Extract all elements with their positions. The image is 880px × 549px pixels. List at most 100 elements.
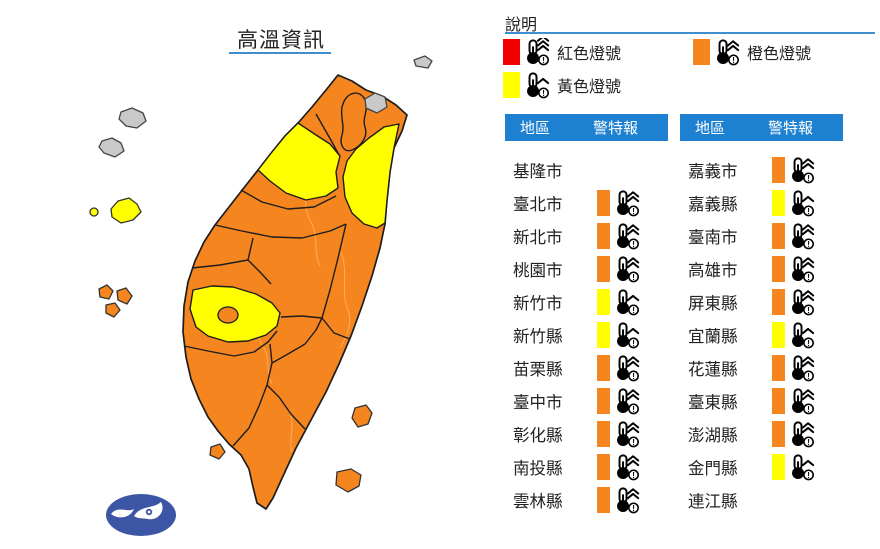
table-row: 苗栗縣 ! [505, 351, 668, 384]
table-row: 嘉義縣 ! [680, 186, 843, 219]
svg-text:!: ! [632, 273, 635, 282]
legend-item-label: 橙色燈號 [747, 46, 812, 63]
region-name: 新北市 [513, 228, 563, 247]
region-name: 屏東縣 [688, 294, 738, 313]
region-name: 花蓮縣 [688, 360, 738, 379]
warning-color-swatch [772, 387, 785, 414]
table-row: 花蓮縣 ! [680, 351, 843, 384]
svg-text:!: ! [632, 405, 635, 414]
region-name: 高雄市 [688, 261, 738, 280]
table-row: 臺南市 ! [680, 219, 843, 252]
svg-text:!: ! [807, 372, 810, 381]
table-row: 基隆市 [505, 153, 668, 186]
region-name: 雲林縣 [513, 492, 563, 511]
map-region-keelung-islet[interactable] [413, 55, 433, 69]
svg-text:!: ! [807, 306, 810, 315]
taiwan-map [89, 55, 433, 536]
region-name: 嘉義市 [688, 162, 738, 181]
warning-color-swatch [503, 72, 520, 98]
table-row: 金門縣 ! [680, 450, 843, 483]
svg-text:!: ! [807, 207, 810, 216]
warning-color-swatch [597, 321, 610, 348]
heat-warning-icon: ! [788, 156, 816, 184]
svg-text:!: ! [632, 372, 635, 381]
table-row: 高雄市 ! [680, 252, 843, 285]
warning-color-swatch [597, 354, 610, 381]
map-region-keelung[interactable] [364, 92, 388, 114]
warning-color-swatch [772, 222, 785, 249]
table-row: 嘉義市 ! [680, 153, 843, 186]
svg-text:!: ! [807, 405, 810, 414]
map-region-yilan[interactable] [342, 123, 400, 229]
cwb-logo [106, 494, 176, 536]
table-row: 新北市 ! [505, 219, 668, 252]
map-region-penghu[interactable] [98, 284, 133, 318]
region-name: 新竹縣 [513, 327, 563, 346]
svg-text:!: ! [632, 240, 635, 249]
map-region-green-island[interactable] [351, 404, 373, 428]
legend-item-label: 紅色燈號 [557, 46, 622, 63]
table-header: 地區 警特報 [505, 114, 668, 141]
table-row: 臺中市 ! [505, 384, 668, 417]
heat-warning-icon: ! [613, 255, 641, 283]
heat-warning-icon: ! [788, 288, 816, 316]
heat-warning-icon: ! [788, 453, 816, 481]
legend-heading: 說明 [505, 17, 538, 34]
warning-color-swatch [597, 189, 610, 216]
legend-item-label: 黃色燈號 [557, 79, 622, 96]
heat-warning-icon: ! [788, 420, 816, 448]
table-row: 雲林縣 ! [505, 483, 668, 516]
region-name: 基隆市 [513, 162, 563, 181]
warning-color-swatch [772, 321, 785, 348]
region-name: 桃園市 [513, 261, 563, 280]
heat-warning-icon: ! [613, 420, 641, 448]
map-region-chiayi-city[interactable] [217, 306, 239, 324]
table-row: 桃園市 ! [505, 252, 668, 285]
warning-color-swatch [597, 387, 610, 414]
table-row: 臺北市 ! [505, 186, 668, 219]
svg-text:!: ! [807, 339, 810, 348]
region-name: 宜蘭縣 [688, 327, 738, 346]
warning-color-swatch [693, 39, 710, 65]
heat-warning-icon: ! [788, 189, 816, 217]
region-name: 南投縣 [513, 459, 563, 478]
region-table-left: 地區 警特報 基隆市 臺北市 ! 新北市 ! [505, 114, 668, 516]
map-region-hsinchu[interactable] [257, 122, 341, 201]
table-row: 連江縣 [680, 483, 843, 516]
heat-warning-icon: ! [613, 387, 641, 415]
svg-text:!: ! [807, 438, 810, 447]
map-region-lamay-island[interactable] [209, 443, 226, 460]
table-row: 臺東縣 ! [680, 384, 843, 417]
legend-item-orange: ! 橙色燈號 [693, 38, 811, 66]
title-underline [229, 52, 331, 54]
region-table-right: 地區 警特報 嘉義市 ! 嘉義縣 ! 臺南市 [680, 114, 843, 516]
region-name: 連江縣 [688, 492, 738, 511]
legend-item-red: ! 紅色燈號 [503, 38, 621, 66]
warning-color-swatch [503, 39, 520, 65]
svg-text:!: ! [542, 89, 545, 98]
header-region: 地區 [695, 120, 726, 137]
heat-warning-icon: ! [613, 453, 641, 481]
warning-color-swatch [772, 189, 785, 216]
header-warning: 警特報 [593, 120, 639, 137]
table-row: 宜蘭縣 ! [680, 318, 843, 351]
map-region-kinmen[interactable] [89, 197, 142, 224]
region-name: 臺中市 [513, 393, 563, 412]
heat-warning-icon: ! [788, 387, 816, 415]
map-region-matsu[interactable] [98, 107, 147, 158]
heat-warning-icon: ! [613, 486, 641, 514]
region-name: 臺南市 [688, 228, 738, 247]
table-row: 南投縣 ! [505, 450, 668, 483]
region-name: 金門縣 [688, 459, 738, 478]
svg-text:!: ! [632, 504, 635, 513]
svg-text:!: ! [732, 56, 735, 65]
warning-color-swatch [597, 288, 610, 315]
legend-underline [505, 32, 875, 34]
heat-warning-icon: ! [613, 222, 641, 250]
svg-text:!: ! [632, 207, 635, 216]
svg-text:!: ! [807, 471, 810, 480]
heat-warning-icon: ! [788, 321, 816, 349]
map-region-orchid-island[interactable] [335, 468, 362, 493]
warning-color-swatch [597, 453, 610, 480]
